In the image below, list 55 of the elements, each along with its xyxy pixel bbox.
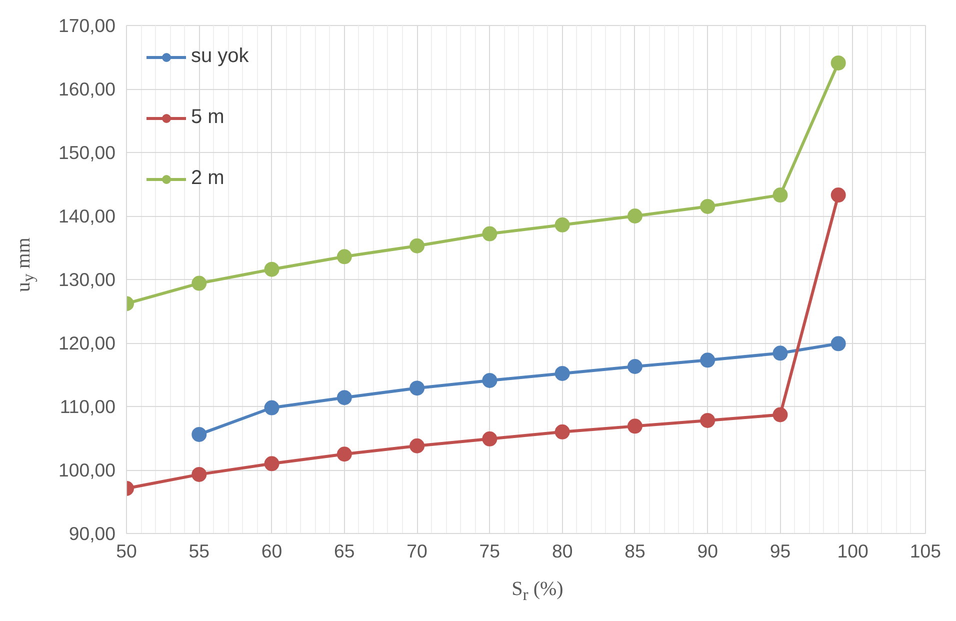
y-tick-label: 140,00 [58,206,116,226]
point [264,400,280,416]
point [772,407,788,422]
x-tick-label: 70 [406,540,428,562]
y-tick-label: 160,00 [58,78,116,100]
point [700,412,716,428]
x-tick-label: 95 [770,540,791,562]
point [627,418,642,434]
y-tick-label: 90,00 [68,523,116,544]
point [627,208,642,224]
x-tick-label: 50 [116,540,137,562]
y-tick-label: 120,00 [58,332,116,354]
y-tick-label: 100,00 [58,460,116,480]
x-tick-label: 90 [697,540,718,562]
point [410,380,425,396]
point [192,466,207,482]
y-tick-label: 150,00 [58,142,116,163]
point [336,249,352,264]
point [700,352,716,368]
x-axis-title: S$_{r}$ (%) [510,577,564,606]
x-tick-label: 75 [479,540,500,562]
point [554,366,570,381]
point [700,198,716,214]
point [264,456,280,472]
point [264,262,280,277]
point [192,426,207,442]
y-tick-label: 110,00 [60,396,116,417]
point [336,446,352,462]
legend-label: su yok [191,45,249,68]
x-tick-label: 80 [552,540,573,562]
x-tick-label: 85 [624,540,646,562]
point [830,336,846,352]
point [830,55,846,70]
point [482,226,498,242]
x-tick-label: 100 [837,540,868,562]
point [554,424,570,440]
point [482,372,498,388]
x-tick-label: 65 [334,540,355,562]
legend-label: 5 m [191,106,224,129]
point [410,438,425,454]
x-tick-label: 60 [261,540,282,562]
point [192,276,207,291]
point [554,217,570,232]
point [336,390,352,406]
y-tick-label: 130,00 [58,269,116,290]
point [482,431,498,446]
point [772,188,788,203]
point [772,346,788,361]
x-tick-label: 55 [188,540,210,562]
x-tick-label: 105 [910,540,942,562]
y-tick-label: 170,00 [58,15,116,36]
legend-label: 2 m [191,167,224,190]
point [830,188,846,203]
point [627,359,642,374]
point [410,238,425,254]
